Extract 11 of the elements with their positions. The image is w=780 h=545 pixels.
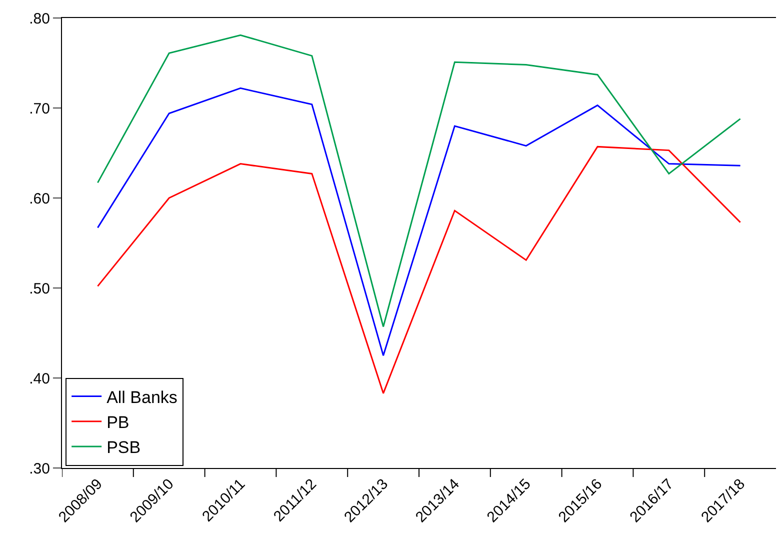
line-series xyxy=(96,34,742,328)
legend-label: PB xyxy=(106,413,130,432)
y-tick-label: .80 xyxy=(29,10,50,28)
legend-label: All Banks xyxy=(106,388,178,407)
line-series xyxy=(96,87,742,356)
y-tick-label: .30 xyxy=(29,460,50,478)
y-tick-label: .50 xyxy=(29,280,50,298)
y-tick-label: .60 xyxy=(29,190,50,208)
y-tick-label: .70 xyxy=(29,100,50,118)
legend-label: PSB xyxy=(106,438,141,458)
y-tick-label: .40 xyxy=(29,370,50,388)
